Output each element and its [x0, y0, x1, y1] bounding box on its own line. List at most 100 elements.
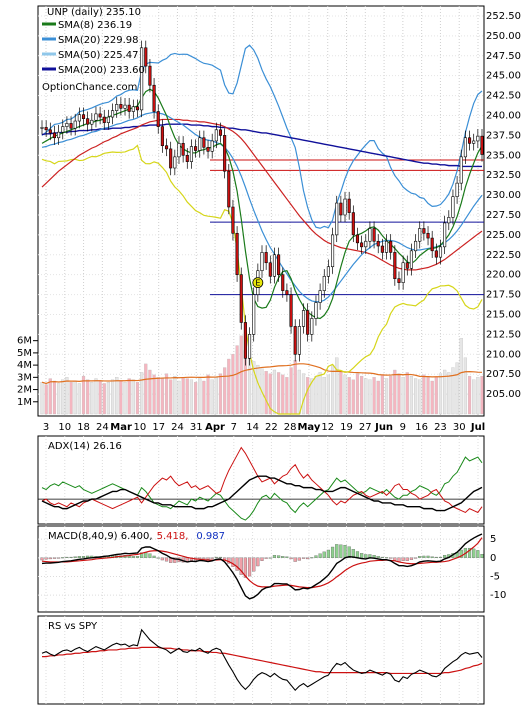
candle-body: [355, 234, 360, 244]
x-tick-label: 27: [359, 422, 372, 433]
volume-bar: [330, 364, 335, 415]
macd-histogram-bar: [330, 546, 335, 558]
volume-bar: [218, 373, 223, 415]
volume-bar: [301, 373, 306, 415]
volume-bar: [297, 369, 301, 415]
volume-bar: [198, 378, 202, 415]
volume-bar: [193, 382, 198, 415]
candle-body: [127, 104, 131, 112]
candle-body: [115, 104, 119, 111]
volume-bar: [264, 371, 268, 415]
macd-histogram-bar: [202, 557, 206, 560]
chart-title: UNP (daily) 235.10: [47, 7, 141, 18]
volume-bar: [422, 374, 426, 415]
macd-histogram-bar: [277, 555, 281, 558]
candle-body: [306, 310, 310, 335]
volume-bar: [480, 375, 484, 415]
macd-histogram-bar: [48, 557, 52, 560]
volume-tick-label: 1M: [17, 397, 32, 408]
volume-bar: [160, 378, 164, 415]
adx-label: ADX(14) 26.16: [48, 441, 122, 452]
macd-histogram-bar: [69, 556, 73, 558]
volume-bar: [360, 375, 364, 415]
candle-body: [131, 106, 135, 112]
candle-body: [343, 198, 347, 216]
volume-bar: [310, 378, 314, 415]
volume-bar: [376, 380, 380, 415]
volume-bar: [430, 380, 434, 415]
volume-bar: [52, 380, 57, 415]
volume-bar: [181, 377, 185, 415]
candle-body: [405, 262, 409, 269]
sma20-line: [41, 111, 483, 303]
candle-body: [422, 228, 426, 234]
rs-line: [41, 628, 483, 692]
volume-bar: [451, 367, 455, 415]
candle-body: [476, 135, 480, 142]
candle-body: [463, 137, 467, 158]
macd-histogram-bar: [206, 557, 210, 560]
volume-bar: [127, 378, 131, 415]
horizontal-levels: [210, 159, 484, 296]
candle-body: [472, 140, 476, 144]
macd-histogram-bar: [140, 552, 144, 558]
volume-bar: [61, 379, 65, 415]
candle-body: [223, 135, 227, 172]
volume-bar: [314, 375, 318, 415]
candle-body: [322, 275, 326, 291]
x-tick-label: 31: [190, 422, 203, 433]
macd-histogram-bar: [426, 555, 430, 558]
candle-body: [214, 129, 218, 142]
candle-body: [335, 202, 339, 236]
volume-bar: [231, 353, 235, 415]
candle-body: [48, 129, 52, 134]
candle-body: [260, 252, 264, 272]
x-tick-label: May: [297, 422, 320, 433]
candle-body: [318, 290, 322, 303]
candle-body: [368, 228, 372, 242]
volume-bar: [156, 377, 160, 415]
volume-bar: [247, 357, 252, 415]
volume-bar: [326, 374, 331, 415]
candle-body: [459, 156, 463, 184]
volume-bar: [140, 372, 144, 415]
macd-histogram-bar: [289, 557, 293, 560]
candle-body: [480, 135, 484, 155]
candle-body: [443, 222, 447, 248]
volume-bar: [189, 379, 194, 415]
x-tick-label: 12: [321, 422, 334, 433]
macd-histogram-bar: [156, 557, 160, 559]
macd-histogram-bar: [422, 555, 426, 558]
price-tick-label: 212.50: [486, 329, 521, 340]
di-plus-line: [41, 456, 483, 521]
volume-bar: [393, 369, 397, 415]
candle-body: [438, 246, 443, 258]
macd-histogram-bar: [405, 557, 409, 561]
macd-histogram-bar: [285, 556, 289, 558]
macd-histogram-bar: [355, 551, 360, 558]
x-tick-label: 30: [453, 422, 466, 433]
macd-histogram-bar: [360, 553, 364, 558]
volume-bar: [65, 377, 69, 415]
macd-histogram-bar: [173, 557, 177, 563]
volume-bar: [343, 374, 347, 415]
macd-histogram-bar: [297, 557, 301, 561]
volume-bar: [384, 378, 389, 415]
candle-body: [235, 232, 239, 275]
candle-body: [189, 146, 193, 162]
macd-histogram-bar: [351, 549, 355, 558]
price-tick-label: 250.00: [486, 31, 521, 42]
candle-body: [102, 116, 106, 123]
candle-body: [314, 302, 318, 319]
candle-body: [380, 245, 384, 253]
volume-bar: [239, 335, 243, 415]
volume-bar: [123, 382, 127, 415]
volume-bar: [57, 383, 61, 415]
x-tick-label: 16: [415, 422, 428, 433]
volume-bar: [210, 379, 214, 415]
macd-histogram-bar: [430, 556, 434, 558]
candle-body: [239, 274, 243, 323]
candle-body: [181, 143, 185, 156]
candle-body: [331, 234, 335, 268]
macd-line: [41, 533, 483, 600]
